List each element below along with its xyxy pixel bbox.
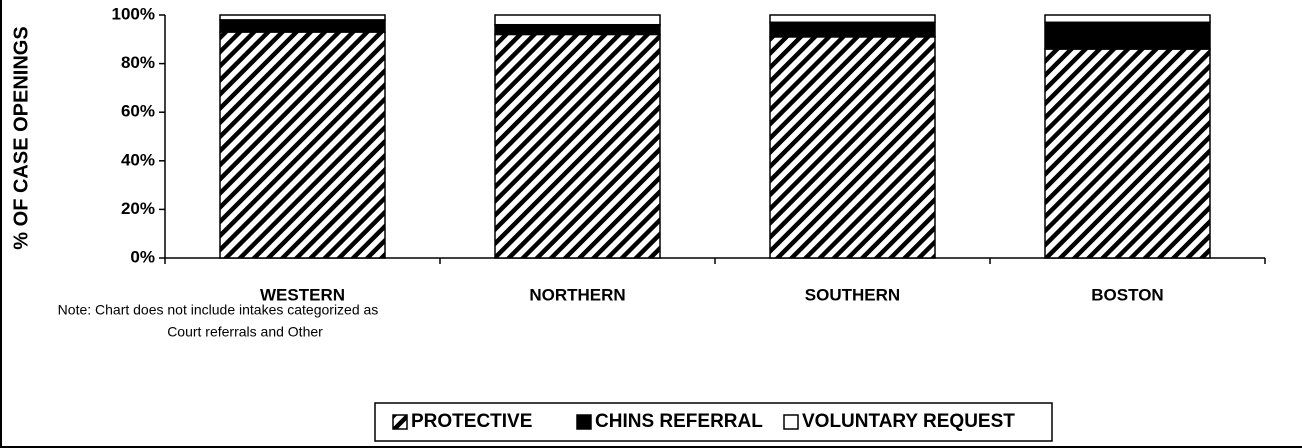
legend-label: VOLUNTARY REQUEST [802,411,1015,432]
bar-segment [1044,14,1211,24]
y-tick-label: 40% [121,150,155,169]
y-tick-label: 0% [130,247,155,266]
x-tick-label: SOUTHERN [805,285,900,304]
y-tick-label: 100% [112,4,155,23]
bar-segment [219,19,386,33]
legend-label: PROTECTIVE [411,411,532,432]
x-tick-label: NORTHERN [529,285,625,304]
y-tick-label: 20% [121,199,155,218]
y-tick-label: 60% [121,102,155,121]
legend-swatch [576,414,592,430]
legend-label: CHINS REFERRAL [595,411,763,432]
legend-swatch [392,414,408,430]
x-tick-label: WESTERN [260,285,345,304]
note: Note: Chart does not include intakes cat… [58,302,379,318]
note: Court referrals and Other [167,324,323,340]
x-tick-label: BOSTON [1091,285,1163,304]
y-tick-label: 80% [121,53,155,72]
legend-box [374,402,1053,442]
bar-segment [494,14,661,26]
bar-segment [219,14,386,21]
bar-segment [1044,48,1211,259]
bar-segment [219,31,386,259]
bar-segment [769,21,936,38]
bar-segment [494,23,661,36]
bar-segment [769,14,936,24]
bar-segment [769,36,936,259]
legend-swatch [783,414,799,430]
bar-segment [1044,21,1211,50]
y-axis-label: % OF CASE OPENINGS [10,26,32,249]
bar-segment [494,33,661,259]
